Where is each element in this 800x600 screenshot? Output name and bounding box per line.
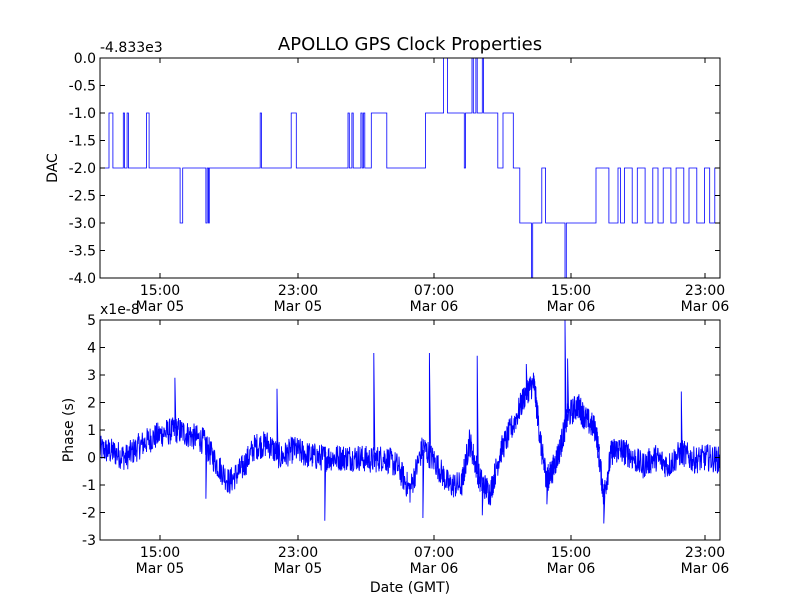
x-tick-date: Mar 06 xyxy=(410,561,459,577)
y-tick-label: -3.0 xyxy=(69,216,96,232)
y-tick-label: -1 xyxy=(82,478,96,494)
y-tick-label: -1.5 xyxy=(69,134,96,150)
y-axis-label: DAC xyxy=(45,153,61,183)
x-tick-date: Mar 06 xyxy=(410,299,459,315)
x-axis-label: Date (GMT) xyxy=(370,580,450,596)
y-tick-label: -3.5 xyxy=(69,244,96,260)
x-tick-time: 15:00 xyxy=(551,283,591,299)
y-tick-label: 1 xyxy=(87,423,96,439)
axis-offset-label: -4.833e3 xyxy=(100,40,163,56)
x-tick-date: Mar 05 xyxy=(274,561,323,577)
y-tick-label: 0 xyxy=(87,451,96,467)
y-axis-label: Phase (s) xyxy=(61,398,77,462)
y-tick-label: -2.0 xyxy=(69,161,96,177)
x-tick-time: 15:00 xyxy=(140,545,180,561)
x-tick-time: 23:00 xyxy=(278,545,318,561)
x-tick-time: 15:00 xyxy=(140,283,180,299)
x-tick-time: 23:00 xyxy=(685,545,725,561)
series-line xyxy=(100,58,720,278)
y-tick-label: -2 xyxy=(82,506,96,522)
y-tick-label: 4 xyxy=(87,341,96,357)
x-tick-time: 07:00 xyxy=(414,545,454,561)
chart-title: APOLLO GPS Clock Properties xyxy=(278,34,542,55)
x-tick-time: 07:00 xyxy=(414,283,454,299)
x-tick-date: Mar 06 xyxy=(681,299,730,315)
x-tick-date: Mar 06 xyxy=(681,561,730,577)
y-tick-label: 3 xyxy=(87,368,96,384)
x-tick-date: Mar 06 xyxy=(547,561,596,577)
x-tick-date: Mar 05 xyxy=(136,299,185,315)
y-tick-label: -2.5 xyxy=(69,189,96,205)
x-tick-time: 23:00 xyxy=(685,283,725,299)
y-tick-label: -4.0 xyxy=(69,271,96,287)
x-tick-date: Mar 06 xyxy=(547,299,596,315)
y-tick-label: -0.5 xyxy=(69,79,96,95)
x-tick-time: 23:00 xyxy=(278,283,318,299)
x-tick-time: 15:00 xyxy=(551,545,591,561)
y-tick-label: -3 xyxy=(82,533,96,549)
dac-axes: 0.0 -0.5 -1.0 -1.5 -2.0 -2.5 -3.0 -3.5 -4.0 15:00… xyxy=(45,40,729,315)
series-line xyxy=(100,320,720,524)
x-tick-date: Mar 05 xyxy=(136,561,185,577)
axis-offset-label: x1e-8 xyxy=(100,302,140,318)
x-tick-date: Mar 05 xyxy=(274,299,323,315)
y-tick-label: 2 xyxy=(87,396,96,412)
y-tick-label: -1.0 xyxy=(69,106,96,122)
y-tick-label: 0.0 xyxy=(74,51,96,67)
y-tick-label: 5 xyxy=(87,313,96,329)
